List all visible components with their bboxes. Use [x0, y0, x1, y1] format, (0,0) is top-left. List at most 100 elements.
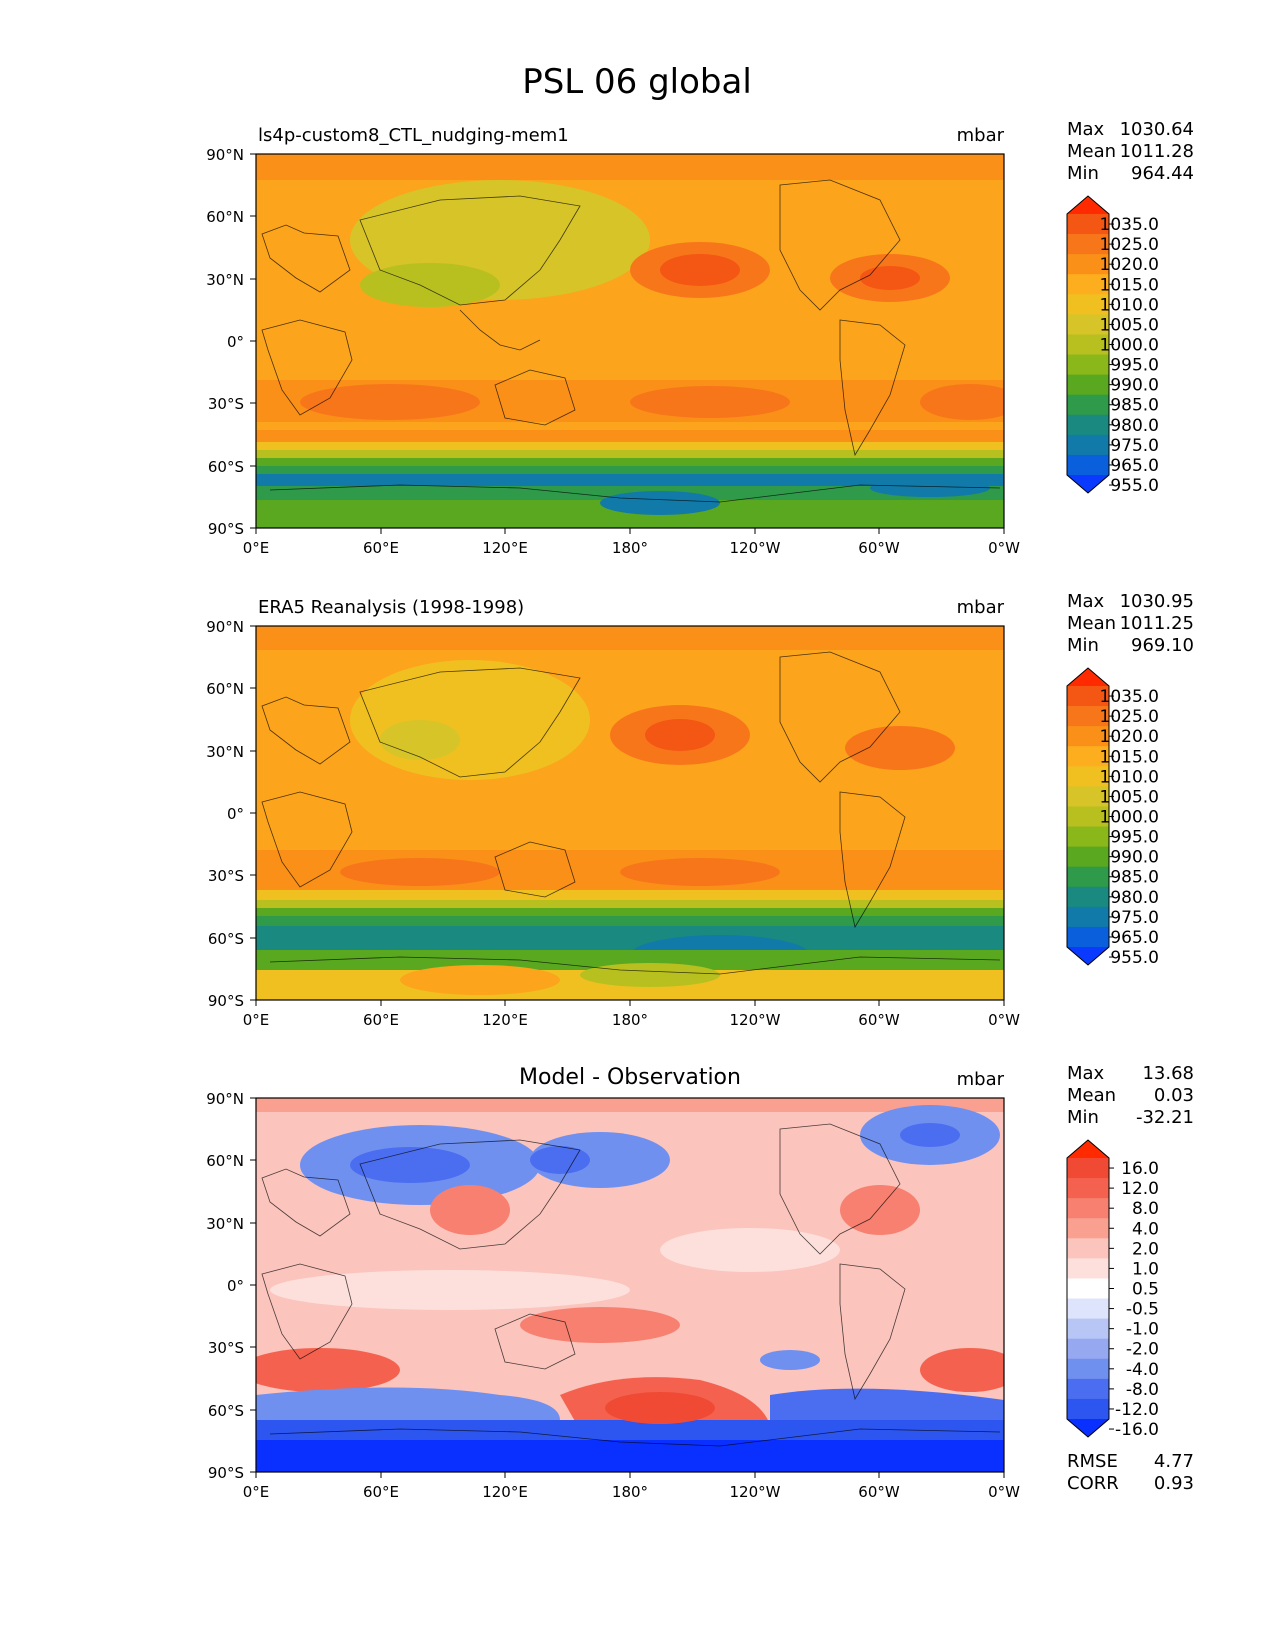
lat-tick: 30°S: [208, 395, 244, 413]
corr-value: 0.93: [1154, 1473, 1194, 1494]
lat-tick: 60°N: [206, 208, 244, 226]
lon-tick: 120°E: [482, 539, 528, 557]
colorbar-tick-label: 1020.0: [1100, 255, 1159, 275]
colorbar-tick-label: 1.0: [1132, 1259, 1159, 1279]
colorbar-segment: [1067, 706, 1109, 727]
colorbar-segment: [1067, 1378, 1109, 1400]
panel-left-title: ls4p-custom8_CTL_nudging-mem1: [258, 125, 569, 146]
stat-min-value: 964.44: [1131, 163, 1194, 184]
colorbar-outline: [1066, 195, 1110, 494]
stat-min-label: Min: [1067, 163, 1099, 184]
colorbar-tick-label: 12.0: [1121, 1179, 1159, 1199]
colorbar-extend-min: [1067, 1419, 1109, 1437]
panel-obs: ERA5 Reanalysis (1998-1998) mbar: [206, 591, 1194, 1029]
lon-tick: 60°E: [363, 539, 399, 557]
colorbar-tick-label: -2.0: [1126, 1340, 1159, 1360]
colorbar-segment: [1067, 866, 1109, 888]
lat-tick: 30°N: [206, 743, 244, 761]
lat-tick: 60°S: [208, 1402, 244, 1420]
lat-tick: 90°N: [206, 618, 244, 636]
stats-box: Max 13.68 Mean 0.03 Min -32.21: [1067, 1063, 1194, 1128]
colorbar-tick-label: 955.0: [1110, 948, 1159, 968]
lat-tick: 0°: [227, 1277, 244, 1295]
stat-mean-value: 1011.28: [1120, 141, 1194, 162]
colorbar-segment: [1067, 1278, 1109, 1300]
colorbar-segment: [1067, 274, 1109, 295]
colorbar-segment: [1067, 766, 1109, 787]
colorbar-segment: [1067, 1298, 1109, 1320]
colorbar-tick-label: 985.0: [1110, 868, 1159, 888]
colorbar-tick-label: 965.0: [1110, 928, 1159, 948]
colorbar-segment: [1067, 726, 1109, 747]
colorbar-segment: [1067, 846, 1109, 868]
colorbar-segment: [1067, 926, 1109, 948]
rmse-label: RMSE: [1067, 1451, 1118, 1472]
lon-tick: 60°W: [858, 1011, 900, 1029]
colorbar-outline: [1066, 1139, 1110, 1438]
colorbar-segment: [1067, 294, 1109, 315]
colorbar-tick-label: -8.0: [1126, 1380, 1159, 1400]
lon-tick: 120°E: [482, 1483, 528, 1501]
lat-tick: 60°S: [208, 458, 244, 476]
colorbar-segment: [1067, 234, 1109, 255]
lat-tick: 30°S: [208, 867, 244, 885]
corr-label: CORR: [1067, 1473, 1119, 1494]
colorbar-segment: [1067, 1358, 1109, 1380]
colorbar-tick-label: 4.0: [1132, 1219, 1159, 1239]
map-field: [256, 626, 1004, 1000]
colorbar-tick-label: 1010.0: [1100, 295, 1159, 315]
stat-max-value: 13.68: [1142, 1063, 1194, 1084]
colorbar-segment: [1067, 1338, 1109, 1360]
colorbar-segment: [1067, 826, 1109, 848]
colorbar-tick-label: 1025.0: [1100, 707, 1159, 727]
lat-tick: 90°N: [206, 146, 244, 164]
colorbar-tick-label: 16.0: [1121, 1159, 1159, 1179]
stat-max-value: 1030.64: [1120, 119, 1194, 140]
stats-box: Max 1030.64 Mean 1011.28 Min 964.44: [1067, 119, 1194, 184]
coastlines: [261, 1123, 1001, 1447]
panel-model: ls4p-custom8_CTL_nudging-mem1 mbar: [206, 119, 1194, 557]
colorbar-segment: [1067, 1198, 1109, 1219]
coastlines: [261, 179, 1001, 503]
lon-tick: 0°E: [243, 1483, 270, 1501]
colorbar-segment: [1067, 686, 1109, 707]
figure-title: PSL 06 global: [522, 62, 752, 102]
colorbar-segment: [1067, 1158, 1109, 1179]
colorbar-tick-label: -12.0: [1115, 1400, 1159, 1420]
colorbar-tick-label: 990.0: [1110, 376, 1159, 396]
colorbar-tick-label: 975.0: [1110, 908, 1159, 928]
colorbar-tick-label: 8.0: [1132, 1199, 1159, 1219]
colorbar-outline: [1066, 667, 1110, 966]
colorbar-tick-label: 985.0: [1110, 396, 1159, 416]
colorbar-segment: [1067, 1178, 1109, 1199]
panel-left-title: ERA5 Reanalysis (1998-1998): [258, 597, 524, 618]
colorbar-tick-label: 1010.0: [1100, 767, 1159, 787]
stat-min-label: Min: [1067, 1107, 1099, 1128]
colorbar-tick-label: -16.0: [1115, 1420, 1159, 1440]
lon-axis: 0°E 60°E 120°E 180° 120°W 60°W 0°W: [243, 528, 1020, 557]
rmse-value: 4.77: [1154, 1451, 1194, 1472]
lat-tick: 0°: [227, 805, 244, 823]
colorbar-segment: [1067, 1318, 1109, 1340]
lat-tick: 60°N: [206, 680, 244, 698]
stat-min-value: -32.21: [1136, 1107, 1194, 1128]
lon-tick: 120°E: [482, 1011, 528, 1029]
lon-tick: 120°W: [730, 1483, 781, 1501]
lon-tick: 0°W: [988, 1483, 1020, 1501]
colorbar-tick-label: 1015.0: [1100, 747, 1159, 767]
colorbar-segment: [1067, 1258, 1109, 1279]
colorbar-tick-label: 1035.0: [1100, 687, 1159, 707]
colorbar-tick-label: -1.0: [1126, 1320, 1159, 1340]
panel-diff: Model - Observation mbar: [206, 1063, 1194, 1501]
colorbar-tick-label: 1015.0: [1100, 275, 1159, 295]
colorbar-tick-label: -0.5: [1126, 1300, 1159, 1320]
colorbar-tick-label: 955.0: [1110, 476, 1159, 496]
colorbar-tick-label: 990.0: [1110, 848, 1159, 868]
lat-tick: 90°N: [206, 1090, 244, 1108]
colorbar-tick-label: 2.0: [1132, 1239, 1159, 1259]
colorbar-tick-label: 1005.0: [1100, 787, 1159, 807]
map-field: [256, 1098, 1004, 1472]
panel-units: mbar: [957, 1069, 1005, 1090]
stat-mean-value: 1011.25: [1120, 613, 1194, 634]
map-field: [256, 154, 1004, 528]
